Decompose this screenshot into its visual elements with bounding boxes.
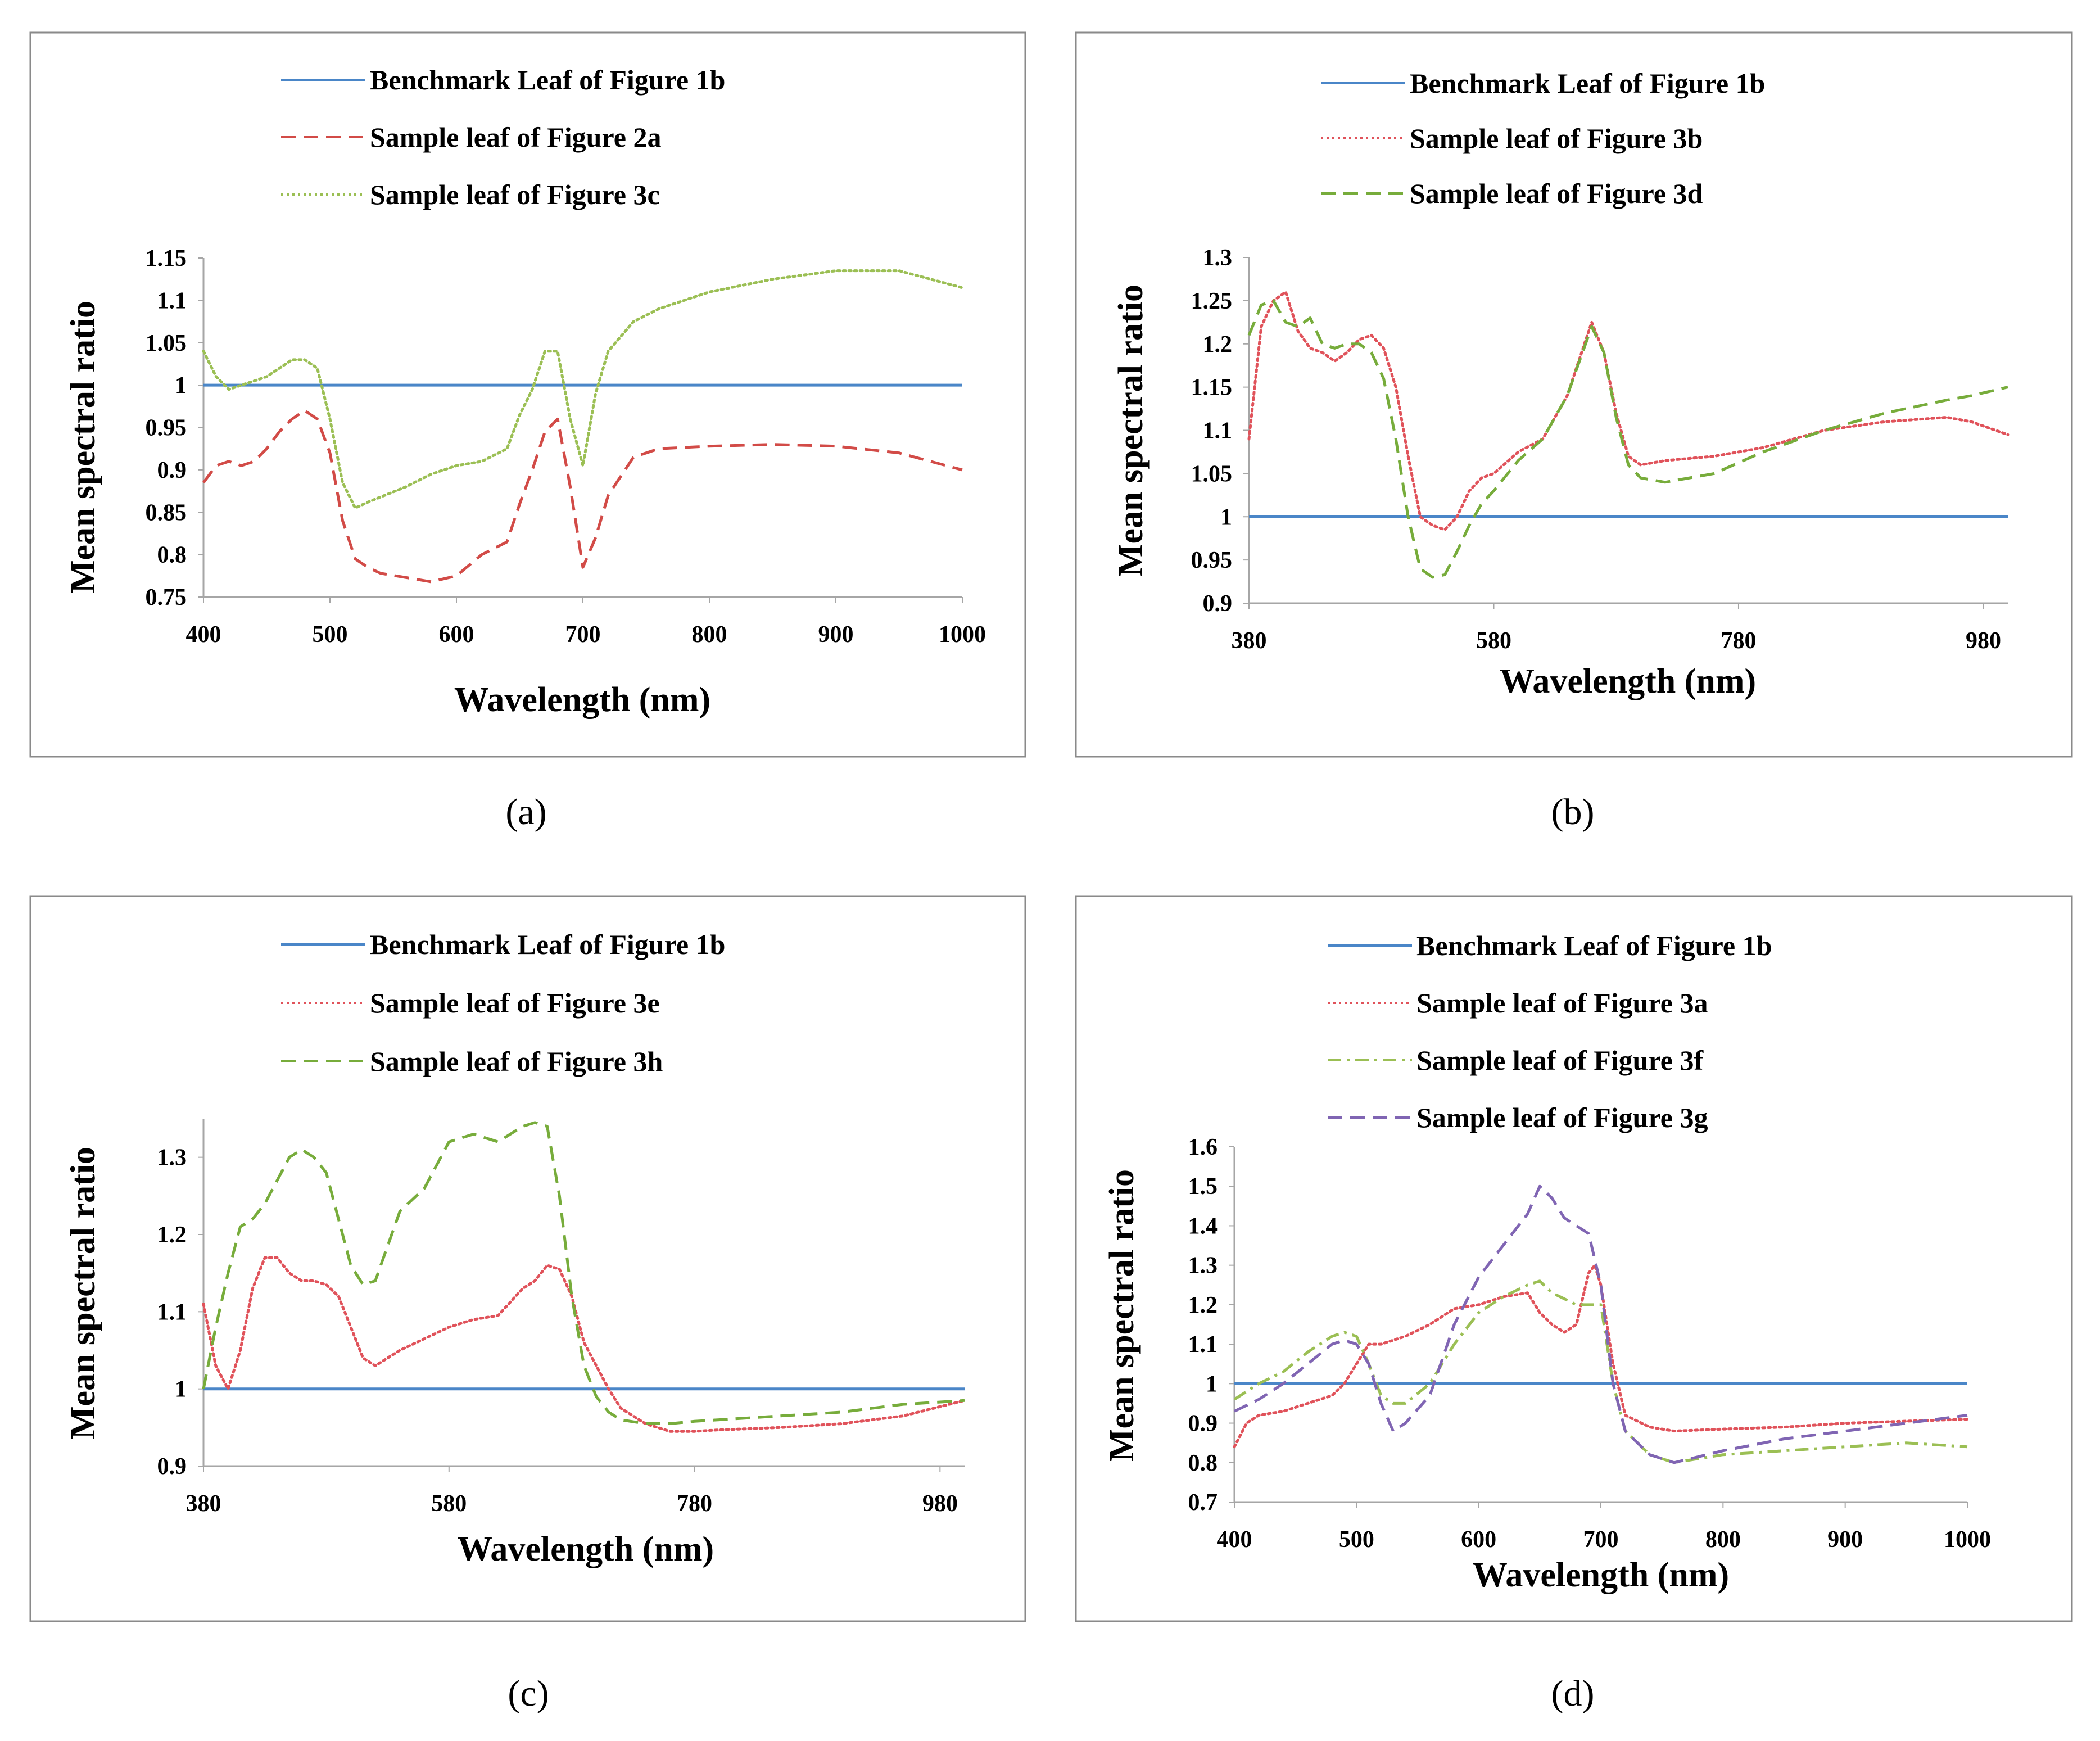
panel-caption: (d) xyxy=(1551,1673,1595,1714)
x-tick-label: 700 xyxy=(565,622,601,648)
y-tick-label: 1.3 xyxy=(1203,245,1233,271)
x-axis-label: Wavelength (nm) xyxy=(458,1530,714,1568)
y-tick-label: 1.2 xyxy=(157,1222,187,1248)
legend-entry: Sample leaf of Figure 3h xyxy=(370,1046,663,1077)
x-tick-label: 980 xyxy=(1966,628,2001,654)
x-tick-label: 380 xyxy=(186,1491,221,1517)
x-tick-label: 580 xyxy=(1476,628,1511,654)
x-tick-label: 400 xyxy=(186,622,221,648)
legend-entry: Sample leaf of Figure 3b xyxy=(1410,123,1703,154)
legend-entry: Sample leaf of Figure 3a xyxy=(1416,987,1708,1019)
x-tick-label: 500 xyxy=(313,622,348,648)
y-tick-label: 0.9 xyxy=(1188,1411,1218,1437)
series-line-2 xyxy=(1247,291,2010,531)
y-tick-label: 1.4 xyxy=(1188,1213,1218,1239)
y-tick-label: 0.7 xyxy=(1188,1490,1218,1516)
y-tick-label: 1.1 xyxy=(1188,1332,1218,1358)
y-axis-label: Mean spectral ratio xyxy=(64,1147,102,1439)
legend-entry: Sample leaf of Figure 2a xyxy=(370,121,661,153)
legend-entry: Sample leaf of Figure 3e xyxy=(370,987,660,1019)
y-tick-label: 1.2 xyxy=(1188,1292,1218,1318)
y-tick-label: 0.8 xyxy=(1188,1450,1218,1476)
legend-entry: Sample leaf of Figure 3c xyxy=(370,179,660,210)
legend-entry: Sample leaf of Figure 3g xyxy=(1416,1102,1708,1133)
y-tick-label: 0.95 xyxy=(1191,548,1233,573)
x-tick-label: 600 xyxy=(439,622,474,648)
legend-entry: Sample leaf of Figure 3f xyxy=(1416,1044,1704,1076)
legend-entry: Benchmark Leaf of Figure 1b xyxy=(370,64,725,96)
y-tick-label: 1.1 xyxy=(157,1299,187,1325)
y-tick-label: 1.25 xyxy=(1191,288,1233,314)
x-tick-label: 980 xyxy=(922,1491,958,1517)
series-line-3 xyxy=(202,269,964,510)
y-tick-label: 1.6 xyxy=(1188,1134,1218,1160)
series-line-2 xyxy=(1233,1264,1969,1449)
y-tick-label: 1 xyxy=(1206,1371,1218,1397)
y-tick-label: 0.75 xyxy=(146,585,187,611)
series-line-2 xyxy=(202,409,963,584)
panel-caption: (a) xyxy=(505,792,546,833)
y-tick-label: 1 xyxy=(175,1377,187,1403)
y-tick-label: 0.9 xyxy=(157,1454,187,1480)
chart-panel-b: 0.9 0.95 1 1.05 1.1 1.15 1.2 1.25 1.3 380 580 780 98… xyxy=(1075,31,2073,833)
x-tick-label: 900 xyxy=(818,622,854,648)
x-tick-label: 780 xyxy=(677,1491,712,1517)
y-axis-label: Mean spectral ratio xyxy=(1103,1169,1141,1462)
series-line-3 xyxy=(202,1121,965,1425)
y-axis-label: Mean spectral ratio xyxy=(64,301,102,593)
x-tick-label: 800 xyxy=(692,622,727,648)
y-tick-label: 1.1 xyxy=(157,288,187,314)
x-axis-label: Wavelength (nm) xyxy=(1473,1556,1729,1594)
panel-frame xyxy=(1075,31,2073,758)
y-tick-label: 1.05 xyxy=(1191,461,1233,487)
panel-caption: (c) xyxy=(508,1673,549,1714)
x-tick-label: 1000 xyxy=(1944,1527,1991,1553)
panel-caption: (b) xyxy=(1551,792,1595,833)
x-tick-label: 1000 xyxy=(939,622,986,648)
x-tick-label: 600 xyxy=(1461,1527,1496,1553)
y-tick-label: 1.5 xyxy=(1188,1174,1218,1200)
panel-frame xyxy=(29,895,1026,1622)
series-line-4 xyxy=(1233,1184,1968,1464)
x-tick-label: 500 xyxy=(1339,1527,1374,1553)
y-tick-label: 1 xyxy=(1220,504,1232,530)
y-tick-label: 1.3 xyxy=(157,1145,187,1171)
y-tick-label: 1.05 xyxy=(146,331,187,356)
y-tick-label: 0.85 xyxy=(146,500,187,526)
series-line-3 xyxy=(1247,299,2008,579)
series-line-2 xyxy=(202,1256,966,1433)
y-tick-label: 0.9 xyxy=(157,458,187,483)
y-axis-label: Mean spectral ratio xyxy=(1112,284,1150,577)
legend-entry: Sample leaf of Figure 3d xyxy=(1410,178,1703,209)
x-tick-label: 800 xyxy=(1705,1527,1741,1553)
y-tick-label: 1.3 xyxy=(1188,1253,1218,1279)
legend-entry: Benchmark Leaf of Figure 1b xyxy=(1416,930,1772,961)
x-axis-label: Wavelength (nm) xyxy=(454,681,710,719)
y-tick-label: 1.1 xyxy=(1203,418,1233,444)
y-tick-label: 1 xyxy=(175,373,187,399)
chart-panel-a: 0.75 0.8 0.85 0.9 0.95 1 1.05 1.1 1.15 400 500 600 7… xyxy=(29,31,1026,833)
legend-entry: Benchmark Leaf of Figure 1b xyxy=(1410,67,1765,99)
panel-frame xyxy=(1075,895,2073,1622)
x-axis-label: Wavelength (nm) xyxy=(1500,662,1756,700)
chart-panel-d: 0.7 0.8 0.9 1 1.1 1.2 1.3 1.4 1.5 1.6 400 500 600 700… xyxy=(1075,895,2073,1714)
x-tick-label: 900 xyxy=(1827,1527,1863,1553)
chart-panel-c: 0.9 1 1.1 1.2 1.3 380 580 780 980 Wavelength (nm)… xyxy=(29,895,1026,1714)
x-tick-label: 400 xyxy=(1217,1527,1252,1553)
x-tick-label: 780 xyxy=(1721,628,1756,654)
panel-frame xyxy=(29,31,1026,758)
y-tick-label: 1.2 xyxy=(1203,332,1233,358)
legend-entry: Benchmark Leaf of Figure 1b xyxy=(370,929,725,960)
y-tick-label: 1.15 xyxy=(1191,375,1233,401)
y-tick-label: 0.9 xyxy=(1203,591,1233,617)
y-tick-label: 0.8 xyxy=(157,542,187,568)
series-line-3 xyxy=(1233,1279,1968,1464)
y-tick-label: 1.15 xyxy=(146,246,187,272)
x-tick-label: 700 xyxy=(1583,1527,1619,1553)
x-tick-label: 380 xyxy=(1232,628,1267,654)
y-tick-label: 0.95 xyxy=(146,415,187,441)
x-tick-label: 580 xyxy=(431,1491,467,1517)
